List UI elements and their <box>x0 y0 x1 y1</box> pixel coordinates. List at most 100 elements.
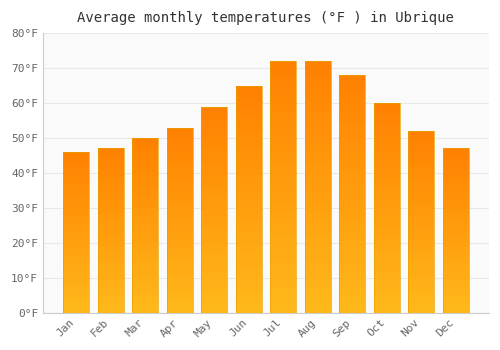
Bar <box>132 254 158 260</box>
Bar <box>442 241 468 247</box>
Bar <box>408 143 434 149</box>
Bar <box>201 285 227 292</box>
Bar <box>442 187 468 192</box>
Bar <box>374 292 400 299</box>
Bar <box>98 307 124 313</box>
Bar <box>166 183 192 189</box>
Bar <box>304 145 330 153</box>
Bar <box>339 139 365 146</box>
Bar <box>98 209 124 214</box>
Bar <box>236 131 262 139</box>
Bar <box>374 180 400 187</box>
Bar <box>132 144 158 150</box>
Bar <box>339 194 365 202</box>
Bar <box>442 280 468 285</box>
Bar <box>236 298 262 305</box>
Bar <box>63 238 89 243</box>
Bar <box>236 154 262 161</box>
Bar <box>98 154 124 159</box>
Bar <box>63 184 89 189</box>
Bar <box>166 294 192 300</box>
Bar <box>339 265 365 273</box>
Bar <box>270 78 296 86</box>
Bar <box>98 231 124 236</box>
Bar <box>166 127 192 134</box>
Bar <box>98 148 124 154</box>
Bar <box>132 150 158 155</box>
Bar <box>63 173 89 179</box>
Bar <box>201 148 227 155</box>
Bar <box>339 210 365 218</box>
Bar <box>63 211 89 216</box>
Bar <box>166 257 192 263</box>
Bar <box>304 237 330 246</box>
Bar <box>270 246 296 254</box>
Bar <box>236 267 262 275</box>
Bar <box>339 99 365 107</box>
Bar <box>63 222 89 227</box>
Bar <box>304 120 330 128</box>
Bar <box>63 248 89 254</box>
Bar <box>374 201 400 208</box>
Bar <box>201 278 227 285</box>
Bar <box>166 300 192 307</box>
Bar <box>270 103 296 111</box>
Bar <box>98 236 124 241</box>
Bar <box>339 170 365 178</box>
Bar <box>270 262 296 271</box>
Bar <box>339 202 365 210</box>
Bar <box>201 106 227 313</box>
Bar <box>408 186 434 191</box>
Bar <box>304 153 330 162</box>
Bar <box>132 173 158 179</box>
Bar <box>270 136 296 145</box>
Bar <box>201 196 227 203</box>
Bar <box>304 262 330 271</box>
Bar <box>304 86 330 95</box>
Bar <box>201 141 227 148</box>
Bar <box>236 207 262 214</box>
Bar <box>201 237 227 244</box>
Bar <box>304 204 330 212</box>
Bar <box>408 307 434 313</box>
Bar <box>408 173 434 180</box>
Bar <box>236 86 262 93</box>
Bar <box>339 91 365 99</box>
Bar <box>166 164 192 171</box>
Bar <box>132 237 158 243</box>
Bar <box>304 128 330 136</box>
Bar <box>166 251 192 257</box>
Bar <box>236 176 262 184</box>
Bar <box>408 276 434 282</box>
Bar <box>304 246 330 254</box>
Bar <box>236 146 262 154</box>
Bar <box>132 196 158 202</box>
Bar <box>270 296 296 304</box>
Bar <box>98 181 124 187</box>
Bar <box>374 103 400 313</box>
Bar <box>442 269 468 274</box>
Bar <box>236 252 262 260</box>
Bar <box>339 154 365 162</box>
Bar <box>408 180 434 186</box>
Bar <box>374 145 400 152</box>
Bar <box>132 138 158 313</box>
Bar <box>374 257 400 264</box>
Bar <box>201 175 227 182</box>
Bar <box>201 216 227 223</box>
Bar <box>270 162 296 170</box>
Bar <box>442 296 468 302</box>
Bar <box>270 153 296 162</box>
Bar <box>408 216 434 222</box>
Bar <box>374 250 400 257</box>
Bar <box>201 230 227 237</box>
Bar <box>270 178 296 187</box>
Bar <box>442 214 468 219</box>
Bar <box>304 254 330 262</box>
Bar <box>98 302 124 307</box>
Bar <box>98 219 124 225</box>
Bar <box>270 212 296 220</box>
Bar <box>374 306 400 313</box>
Bar <box>166 171 192 177</box>
Bar <box>132 214 158 219</box>
